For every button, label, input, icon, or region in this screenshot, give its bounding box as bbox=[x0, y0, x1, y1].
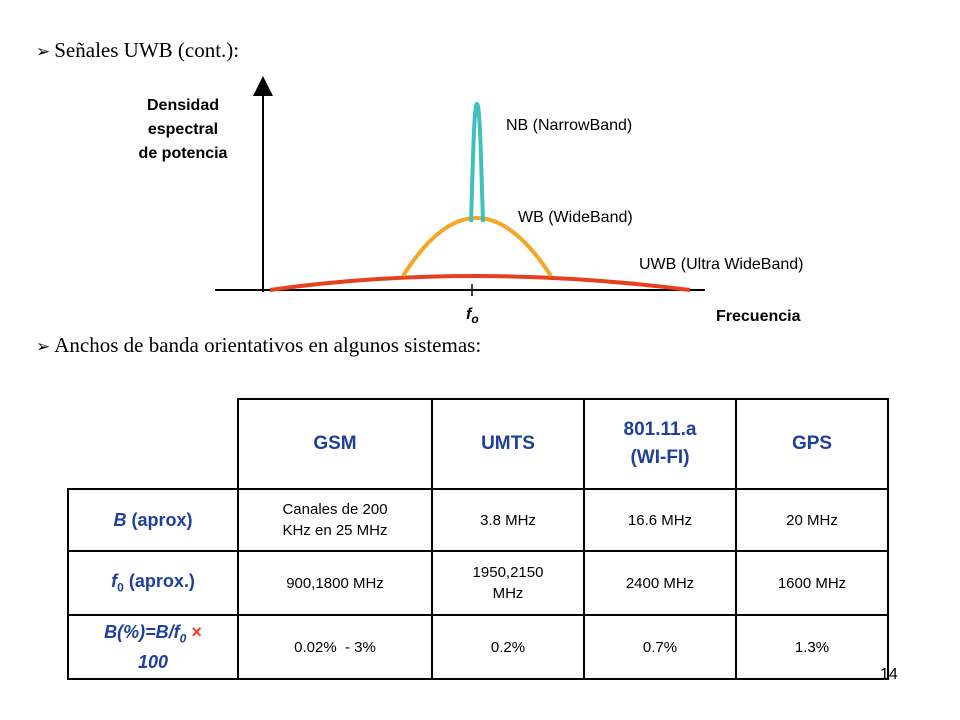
cell-gsm-frequency: 900,1800 MHz bbox=[237, 550, 433, 616]
cell-umts-frequency: 1950,2150 MHz bbox=[431, 550, 585, 616]
cell-wifi-bandwidth: 16.6 MHz bbox=[583, 488, 737, 552]
table-header-row: GSM UMTS 801.11.a (WI-FI) GPS bbox=[68, 398, 889, 490]
table-row-percentage: B(%)=B/f0 × 100 0.02% - 3% 0.2% 0.7% 1.3… bbox=[67, 614, 889, 680]
header-gps: GPS bbox=[735, 398, 889, 490]
cell-umts-percentage: 0.2% bbox=[431, 614, 585, 680]
page-number: 14 bbox=[880, 666, 898, 683]
cell-umts-bandwidth: 3.8 MHz bbox=[431, 488, 585, 552]
x-axis-label: Frecuencia bbox=[716, 308, 801, 325]
cell-wifi-frequency: 2400 MHz bbox=[583, 550, 737, 616]
bullet-bandwidths: ➢ Anchos de banda orientativos en algunos… bbox=[36, 333, 481, 358]
cell-gps-frequency: 1600 MHz bbox=[735, 550, 889, 616]
wb-curve bbox=[401, 216, 553, 278]
header-wifi: 801.11.a (WI-FI) bbox=[583, 398, 737, 490]
center-frequency-label: fo bbox=[466, 306, 479, 326]
spectral-density-diagram: Densidad espectral de potencia NB (Narro… bbox=[139, 76, 803, 326]
cell-gsm-bandwidth: Canales de 200 KHz en 25 MHz bbox=[237, 488, 433, 552]
uwb-curve bbox=[269, 274, 691, 292]
row-label-frequency: f0 (aprox.) bbox=[67, 550, 239, 616]
cell-gsm-percentage: 0.02% - 3% bbox=[237, 614, 433, 680]
header-gsm: GSM bbox=[237, 398, 433, 490]
bullet-arrow-icon: ➢ bbox=[36, 42, 51, 62]
cell-gps-bandwidth: 20 MHz bbox=[735, 488, 889, 552]
bandwidth-table: GSM UMTS 801.11.a (WI-FI) GPS B (aprox) … bbox=[67, 398, 889, 680]
row-label-bandwidth: B (aprox) bbox=[67, 488, 239, 552]
bullet-bandwidths-text: Anchos de banda orientativos en algunos … bbox=[54, 333, 482, 357]
y-axis-label-line1: Densidad bbox=[147, 97, 219, 114]
table-row-frequency: f0 (aprox.) 900,1800 MHz 1950,2150 MHz 24… bbox=[67, 550, 889, 616]
uwb-label: UWB (Ultra WideBand) bbox=[639, 256, 803, 273]
y-axis-label-line2: espectral bbox=[148, 121, 218, 138]
y-axis-label-line3: de potencia bbox=[139, 145, 228, 162]
bullet-arrow-icon-2: ➢ bbox=[36, 337, 51, 357]
bullet-uwb-signals: ➢ Señales UWB (cont.): bbox=[36, 38, 239, 63]
cell-wifi-percentage: 0.7% bbox=[583, 614, 737, 680]
row-label-percentage: B(%)=B/f0 × 100 bbox=[67, 614, 239, 680]
nb-curve bbox=[469, 101, 485, 223]
table-corner-blank bbox=[68, 399, 239, 490]
header-umts: UMTS bbox=[431, 398, 585, 490]
nb-label: NB (NarrowBand) bbox=[506, 117, 632, 134]
cell-gps-percentage: 1.3% bbox=[735, 614, 889, 680]
table-row-bandwidth: B (aprox) Canales de 200 KHz en 25 MHz 3.… bbox=[67, 488, 889, 552]
header-wifi-line1: 801.11.a bbox=[623, 419, 697, 440]
bullet-uwb-signals-text: Señales UWB (cont.): bbox=[54, 38, 240, 62]
header-wifi-line2: (WI-FI) bbox=[630, 447, 690, 468]
wb-label: WB (WideBand) bbox=[518, 209, 633, 226]
